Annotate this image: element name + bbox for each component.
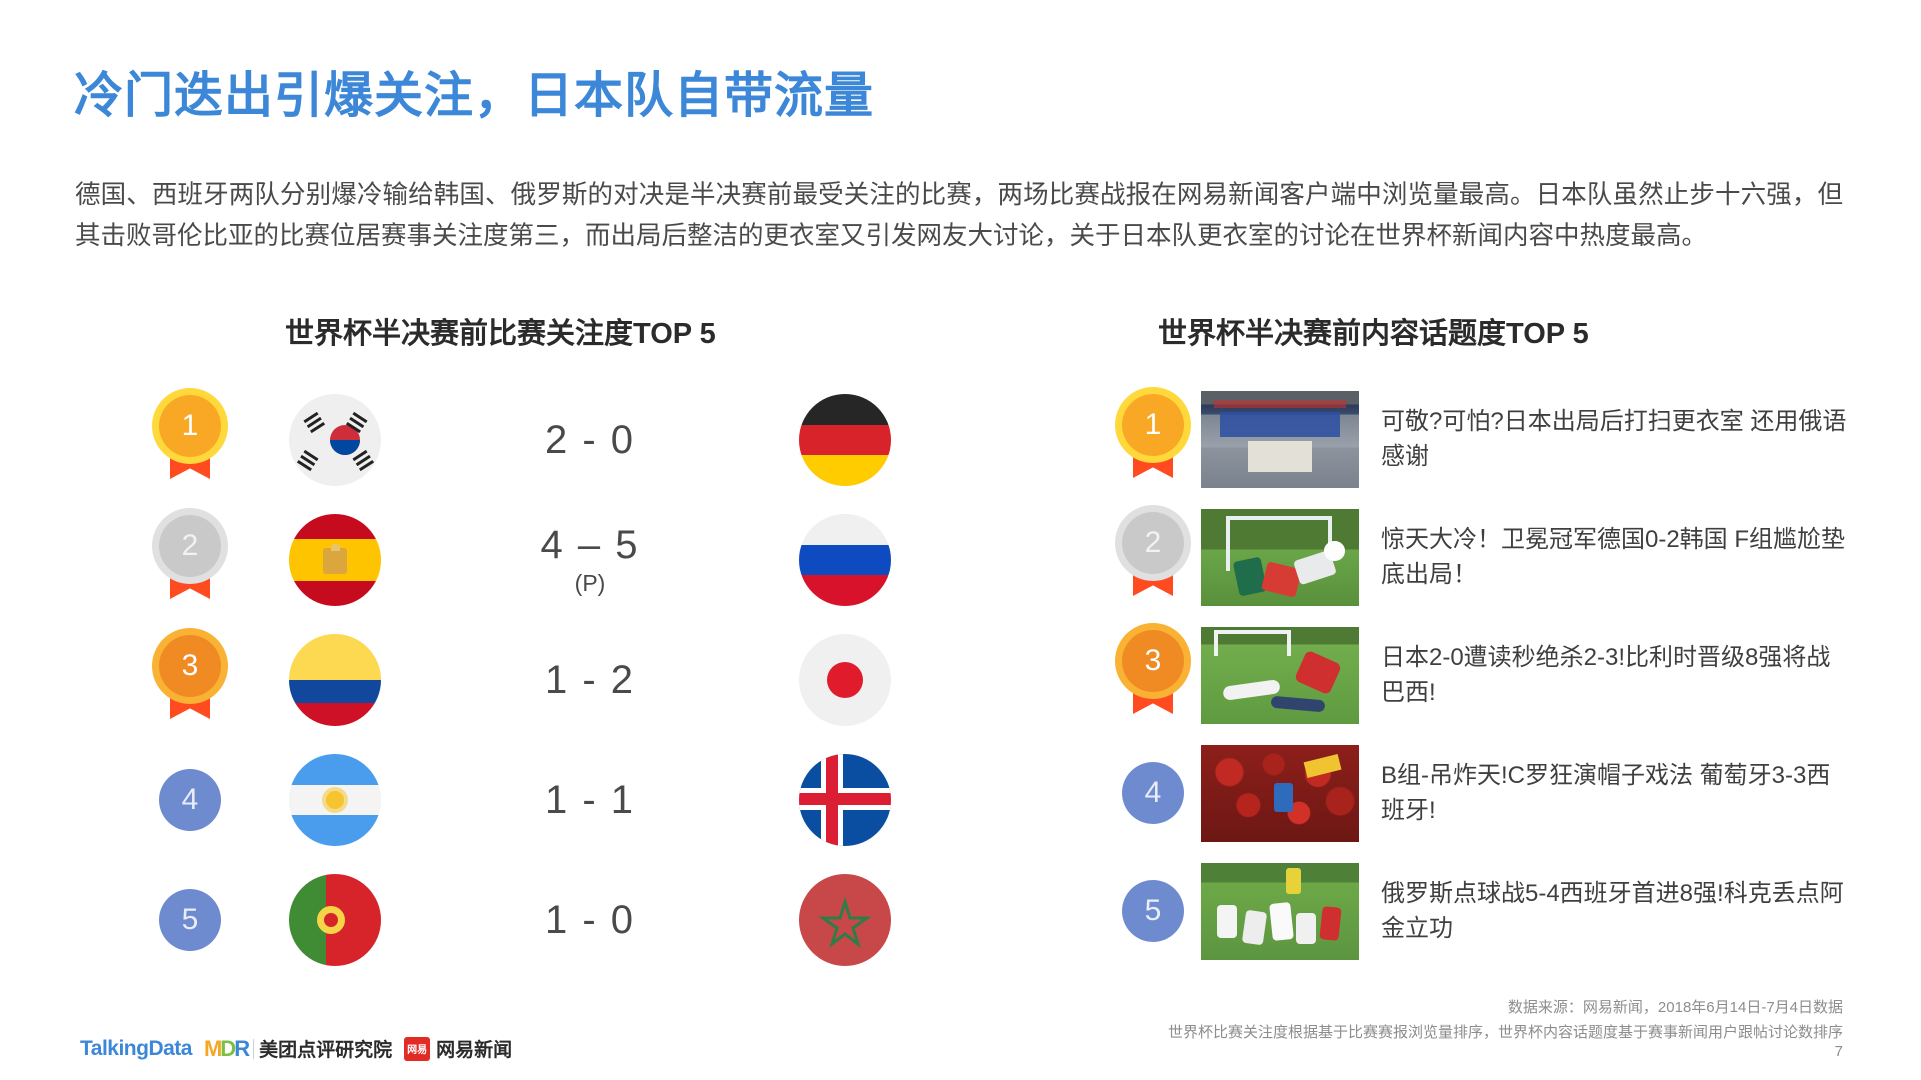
gold-medal-icon: 1 [159, 395, 221, 485]
score-value: 2 - 0 [544, 417, 636, 462]
list-item[interactable]: 3 日本2-0遭读秒绝杀2-3!比利时晋级8强将战巴西! [1105, 616, 1865, 734]
flag-japan-icon [760, 634, 930, 726]
rank-number: 3 [159, 635, 221, 697]
news-headline: 日本2-0遭读秒绝杀2-3!比利时晋级8强将战巴西! [1381, 644, 1831, 706]
score-cell: 4 – 5 (P) [420, 523, 760, 597]
rank-badge: 5 [1122, 880, 1184, 942]
bronze-medal-icon: 3 [1122, 630, 1184, 720]
score-cell: 1 - 2 [420, 658, 760, 703]
list-item[interactable]: 4 B组-吊炸天!C罗狂演帽子戏法 葡萄牙3-3西班牙! [1105, 734, 1865, 852]
mdr-logo: MDR 美团点评研究院 [204, 1035, 392, 1062]
logo-divider [253, 1038, 255, 1059]
table-row[interactable]: 1 2 - 0 [130, 380, 930, 500]
bronze-medal-icon: 3 [159, 635, 221, 725]
news-thumbnail-players-on-pitch[interactable] [1201, 626, 1359, 724]
mdr-mark: MDR [203, 1035, 250, 1061]
morocco-star [818, 896, 872, 949]
rank-number: 1 [159, 395, 221, 457]
netease-label: 网易新闻 [436, 1040, 513, 1061]
netease-news-logo: 网易 网易新闻 [404, 1035, 512, 1062]
table-row[interactable]: 3 1 - 2 [130, 620, 930, 740]
flag-argentina-icon [250, 754, 420, 846]
score-cell: 2 - 0 [420, 418, 760, 463]
news-headline: B组-吊炸天!C罗狂演帽子戏法 葡萄牙3-3西班牙! [1381, 762, 1831, 824]
page-number: 7 [1834, 1043, 1843, 1060]
flag-morocco-icon [760, 874, 930, 966]
score-value: 1 - 0 [544, 897, 636, 942]
rank-badge: 4 [1122, 762, 1184, 824]
rank-number: 1 [1122, 394, 1184, 456]
rank-cell: 2 [1105, 512, 1201, 602]
rank-cell: 4 [1105, 762, 1201, 824]
talkingdata-logo: TalkingData [80, 1036, 192, 1060]
list-item[interactable]: 2 惊天大冷！卫冕冠军德国0-2韩国 F组尴尬垫底出局！ [1105, 498, 1865, 616]
mdr-label: 美团点评研究院 [259, 1040, 393, 1061]
news-headline: 惊天大冷！卫冕冠军德国0-2韩国 F组尴尬垫底出局！ [1381, 526, 1846, 588]
rank-badge: 5 [159, 889, 221, 951]
score-value: 1 - 2 [544, 657, 636, 702]
flag-colombia-icon [250, 634, 420, 726]
table-row[interactable]: 2 4 – 5 (P) [130, 500, 930, 620]
rank-cell: 1 [130, 395, 250, 485]
rank-badge: 4 [159, 769, 221, 831]
list-item[interactable]: 1 可敬?可怕?日本出局后打扫更衣室 还用俄语感谢 [1105, 380, 1865, 498]
rank-cell: 5 [130, 889, 250, 951]
score-cell: 1 - 0 [420, 898, 760, 943]
flag-germany-icon [760, 394, 930, 486]
score-value: 1 - 1 [544, 777, 636, 822]
rank-number: 2 [159, 515, 221, 577]
news-thumbnail-locker-room[interactable] [1201, 390, 1359, 488]
silver-medal-icon: 2 [1122, 512, 1184, 602]
score-value: 4 – 5 [540, 523, 640, 567]
flag-russia-icon [760, 514, 930, 606]
rank-cell: 3 [130, 635, 250, 725]
rank-cell: 2 [130, 515, 250, 605]
news-topic-list: 1 可敬?可怕?日本出局后打扫更衣室 还用俄语感谢 2 [1105, 380, 1865, 970]
match-attention-table: 1 2 - 0 [130, 380, 930, 980]
flag-portugal-icon [250, 874, 420, 966]
rank-cell: 4 [130, 769, 250, 831]
gold-medal-icon: 1 [1122, 394, 1184, 484]
table-row[interactable]: 4 1 - 1 [130, 740, 930, 860]
left-panel-header: 世界杯半决赛前比赛关注度TOP 5 [285, 318, 716, 350]
flag-iceland-icon [760, 754, 930, 846]
news-thumbnail-celebration[interactable] [1201, 862, 1359, 960]
rank-number: 2 [1122, 512, 1184, 574]
netease-badge: 网易 [404, 1036, 431, 1061]
news-thumbnail-red-crowd[interactable] [1201, 744, 1359, 842]
rank-number: 3 [1122, 630, 1184, 692]
page-title: 冷门迭出引爆关注，日本队自带流量 [74, 69, 875, 123]
table-row[interactable]: 5 1 - 0 [130, 860, 930, 980]
news-headline: 俄罗斯点球战5-4西班牙首进8强!科克丢点阿金立功 [1381, 880, 1844, 942]
source-line-1: 数据来源：网易新闻，2018年6月14日-7月4日数据 [1507, 999, 1843, 1016]
right-panel-header: 世界杯半决赛前内容话题度TOP 5 [1158, 318, 1589, 350]
silver-medal-icon: 2 [159, 515, 221, 605]
list-item[interactable]: 5 俄罗斯点球战5-4西班牙首进8强!科克丢点阿金立功 [1105, 852, 1865, 970]
news-thumbnail-goal-save[interactable] [1201, 508, 1359, 606]
source-note: 数据来源：网易新闻，2018年6月14日-7月4日数据 世界杯比赛关注度根据基于… [1168, 995, 1843, 1045]
flag-spain-icon [250, 514, 420, 606]
rank-cell: 1 [1105, 394, 1201, 484]
flag-korea-icon [250, 394, 420, 486]
brand-logo-bar: TalkingData MDR 美团点评研究院 网易 网易新闻 [80, 1035, 512, 1062]
score-note: (P) [574, 570, 606, 596]
rank-cell: 5 [1105, 880, 1201, 942]
lede-paragraph: 德国、西班牙两队分别爆冷输给韩国、俄罗斯的对决是半决赛前最受关注的比赛，两场比赛… [75, 181, 1843, 250]
source-line-2: 世界杯比赛关注度根据基于比赛赛报浏览量排序，世界杯内容话题度基于赛事新闻用户跟帖… [1167, 1024, 1843, 1041]
rank-cell: 3 [1105, 630, 1201, 720]
news-headline: 可敬?可怕?日本出局后打扫更衣室 还用俄语感谢 [1381, 408, 1847, 470]
score-cell: 1 - 1 [420, 778, 760, 823]
